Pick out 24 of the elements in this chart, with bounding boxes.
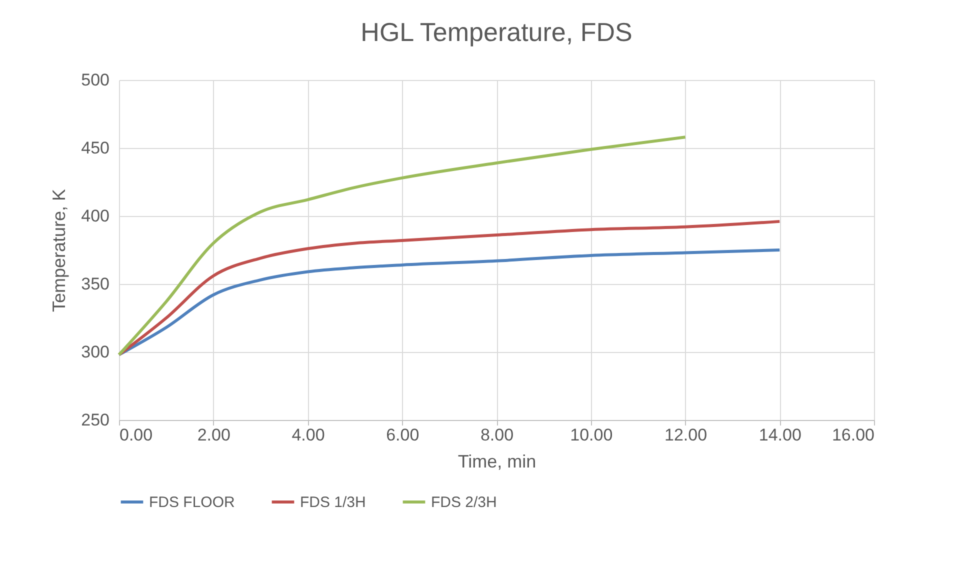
y-tick-label: 450 — [81, 138, 110, 158]
y-axis-title: Temperature, K — [49, 188, 70, 312]
line-series — [118, 220, 782, 356]
x-tick-label: 4.00 — [292, 426, 325, 444]
legend-label: FDS 2/3H — [431, 494, 497, 511]
x-tick-label: 16.00 — [832, 426, 874, 444]
x-tick-label: 12.00 — [664, 426, 708, 444]
x-tick-label: 2.00 — [197, 426, 230, 444]
x-tick-label: 14.00 — [758, 426, 802, 444]
y-tick-label: 250 — [81, 410, 110, 430]
x-tick-label: 0.00 — [120, 426, 153, 444]
chart-title: HGL Temperature, FDS — [360, 17, 632, 47]
line-series — [118, 248, 782, 356]
y-tick-label: 500 — [81, 70, 110, 90]
x-tick-label: 6.00 — [386, 426, 420, 444]
x-tick-label: 10.00 — [570, 426, 613, 444]
legend-label: FDS 1/3H — [300, 494, 366, 511]
legend-label: FDS FLOOR — [149, 494, 236, 511]
y-tick-label: 400 — [81, 206, 110, 226]
x-tick-label: 8.00 — [480, 426, 514, 444]
y-tick-label: 300 — [81, 342, 110, 362]
x-axis-title: Time, min — [458, 452, 536, 472]
line-series — [118, 136, 687, 356]
y-tick-label: 350 — [81, 274, 110, 294]
